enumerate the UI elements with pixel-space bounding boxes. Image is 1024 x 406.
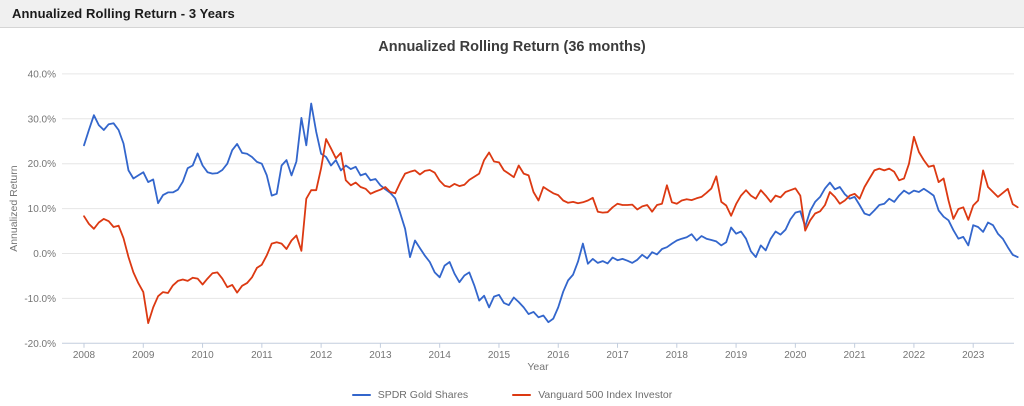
legend-swatch-red-line-icon <box>512 393 532 397</box>
legend-item-spdr-gold-shares: SPDR Gold Shares <box>351 389 469 401</box>
x-tick-label: 2011 <box>251 350 273 361</box>
x-tick-label: 2015 <box>488 350 511 361</box>
x-tick-label: 2020 <box>784 350 807 361</box>
legend-swatch-blue-line-icon <box>351 393 371 397</box>
legend: SPDR Gold Shares Vanguard 500 Index Inve… <box>0 389 1024 401</box>
plot-svg: 40.0% 30.0% 20.0% 10.0% 0.0% -10.0% -20.0% 2008… <box>8 69 1019 373</box>
x-tick-label: 2008 <box>73 350 96 361</box>
x-tick-label: 2012 <box>310 350 333 361</box>
chart-title: Annualized Rolling Return (36 months) <box>378 39 646 55</box>
legend-label: Vanguard 500 Index Investor <box>538 389 673 401</box>
gridlines <box>62 73 1014 299</box>
y-tick-label: 20.0% <box>28 159 56 170</box>
x-tick-label: 2019 <box>725 350 748 361</box>
x-axis <box>62 342 1014 348</box>
chart-container: 40.0% 30.0% 20.0% 10.0% 0.0% -10.0% -20.0% 2008… <box>0 28 1024 406</box>
y-tick-label: -10.0% <box>24 294 56 305</box>
series-line-vanguard-500-index-investor <box>83 135 1019 325</box>
y-tick-label: 30.0% <box>28 114 56 125</box>
header-title: Annualized Rolling Return - 3 Years <box>12 6 235 21</box>
x-tick-label: 2010 <box>191 350 214 361</box>
x-tick-label: 2022 <box>903 350 926 361</box>
x-tick-label: 2009 <box>132 350 155 361</box>
series-line-spdr-gold-shares <box>83 102 1019 324</box>
x-tick-label: 2021 <box>844 350 867 361</box>
y-tick-label: 40.0% <box>28 69 56 80</box>
legend-label: SPDR Gold Shares <box>377 389 469 401</box>
x-tick-label: 2017 <box>606 350 629 361</box>
y-tick-label: 0.0% <box>33 249 56 260</box>
y-tick-label: 10.0% <box>28 204 56 215</box>
y-axis-tick-labels: 40.0% 30.0% 20.0% 10.0% 0.0% -10.0% -20.0% <box>24 69 56 349</box>
y-tick-label: -20.0% <box>24 339 56 350</box>
legend-item-vanguard-500-index-investor: Vanguard 500 Index Investor <box>512 389 672 401</box>
x-axis-title: Year <box>527 361 549 373</box>
y-axis-title: Annualized Return <box>8 165 20 252</box>
x-tick-label: 2014 <box>429 350 452 361</box>
x-tick-label: 2016 <box>547 350 570 361</box>
x-tick-label: 2013 <box>369 350 392 361</box>
header-bar: Annualized Rolling Return - 3 Years <box>0 0 1024 28</box>
x-tick-label: 2023 <box>962 350 985 361</box>
x-axis-tick-labels: 2008 2009 2010 2011 2012 2013 2014 2015 2016 2017… <box>73 350 985 361</box>
x-tick-label: 2018 <box>666 350 689 361</box>
